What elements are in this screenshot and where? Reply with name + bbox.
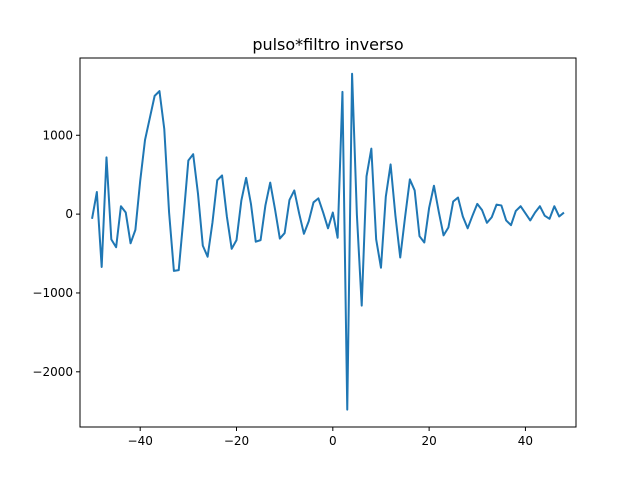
y-tick-label: 1000: [42, 128, 73, 142]
chart-title: pulso*filtro inverso: [252, 35, 403, 54]
x-tick-label: 20: [421, 434, 436, 448]
y-tick-label: −1000: [32, 286, 73, 300]
y-tick-label: 0: [65, 207, 73, 221]
plot-area-frame: [79, 57, 577, 428]
x-tick-label: 40: [518, 434, 533, 448]
x-tick-label: −40: [128, 434, 153, 448]
x-tick-label: 0: [329, 434, 337, 448]
x-tick-label: −20: [224, 434, 249, 448]
series-line-0: [91, 72, 565, 411]
data-layer: [91, 72, 565, 411]
y-tick-label: −2000: [32, 365, 73, 379]
axis-ticks: −40 −20 0 20 40 −2000 −1000 0 1000: [32, 128, 533, 448]
